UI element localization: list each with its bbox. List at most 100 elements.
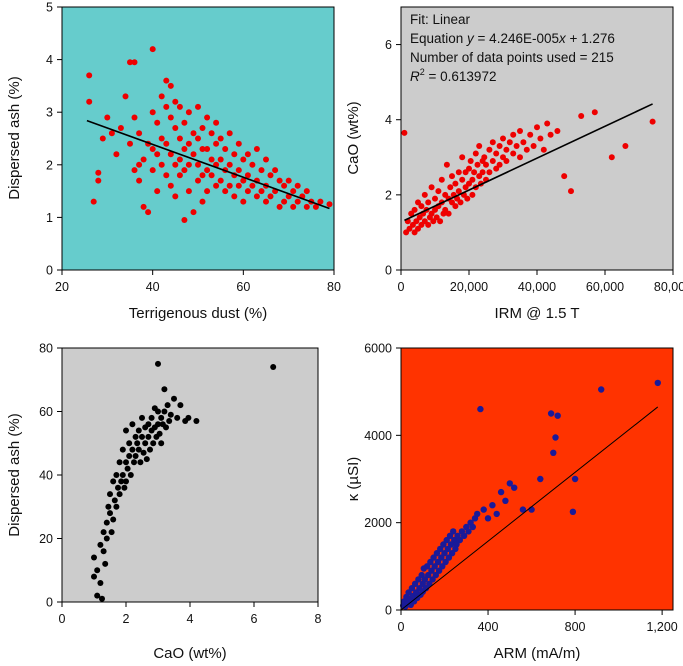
panel-kappa-vs-arm: 0 400 800 1,200 0 2000 4000 6000 ARM (mA/m) κ (… xyxy=(345,342,678,663)
data-point xyxy=(294,182,301,189)
data-point xyxy=(438,176,445,183)
data-point xyxy=(99,135,106,142)
data-point xyxy=(552,434,559,441)
data-point xyxy=(240,198,247,205)
data-point xyxy=(102,560,109,567)
y-tick-label: 0 xyxy=(385,264,392,278)
data-point xyxy=(95,169,102,176)
data-point xyxy=(176,172,183,179)
data-point xyxy=(137,459,144,466)
data-point xyxy=(272,167,279,174)
data-point xyxy=(176,156,183,163)
data-point xyxy=(465,528,472,535)
data-point xyxy=(129,421,136,428)
data-point xyxy=(145,209,152,216)
data-point xyxy=(226,130,233,137)
data-point xyxy=(155,408,161,415)
data-point xyxy=(500,135,506,142)
x-tick-label: 60,000 xyxy=(586,280,624,294)
data-point xyxy=(105,503,112,510)
data-points xyxy=(91,360,277,602)
data-point xyxy=(411,206,418,213)
data-point xyxy=(163,77,170,84)
data-point xyxy=(437,545,444,553)
y-tick-label: 2 xyxy=(46,158,53,172)
x-axis-label: ARM (mA/m) xyxy=(494,645,581,662)
data-point xyxy=(135,446,142,453)
data-point xyxy=(103,519,110,526)
data-point xyxy=(208,172,215,179)
data-point xyxy=(86,98,93,105)
data-point xyxy=(155,360,161,367)
fit-point-count: Number of data points used = 215 xyxy=(410,50,614,65)
data-point xyxy=(213,119,220,126)
data-point xyxy=(447,541,455,548)
data-point xyxy=(103,535,110,542)
data-point xyxy=(158,135,165,142)
data-point xyxy=(143,456,150,463)
y-tick-label: 4000 xyxy=(364,429,392,443)
data-point xyxy=(107,510,113,517)
data-point xyxy=(135,427,142,434)
data-point xyxy=(591,109,598,116)
data-point xyxy=(517,128,523,134)
data-point xyxy=(199,198,206,205)
data-point xyxy=(453,541,460,548)
data-point xyxy=(253,193,260,200)
panel-dispersed-ash-vs-terrigenous-dust: 20 40 60 80 0 1 2 3 4 5 Terrigenous dust (%) Disp… xyxy=(6,1,341,323)
data-point xyxy=(132,433,139,440)
data-point xyxy=(145,433,152,440)
data-point xyxy=(469,191,476,198)
data-point xyxy=(303,188,310,195)
data-point xyxy=(459,176,466,183)
data-point xyxy=(476,143,483,149)
data-point xyxy=(154,119,161,126)
data-point xyxy=(421,191,428,198)
data-point xyxy=(167,151,174,158)
data-point xyxy=(622,143,629,149)
data-point xyxy=(195,103,201,110)
data-point xyxy=(163,103,170,110)
data-point xyxy=(217,156,224,163)
data-point xyxy=(134,440,141,447)
data-point xyxy=(510,131,517,138)
data-point xyxy=(654,379,661,387)
data-point xyxy=(163,172,170,179)
data-point xyxy=(177,402,184,409)
data-point xyxy=(267,193,274,200)
data-point xyxy=(481,154,488,161)
data-point xyxy=(185,140,192,147)
x-tick-label: 0 xyxy=(398,280,405,294)
data-point xyxy=(116,491,123,498)
data-point xyxy=(425,221,432,228)
data-point xyxy=(486,146,493,153)
x-tick-label: 80 xyxy=(327,280,341,294)
data-point xyxy=(145,421,152,428)
data-point xyxy=(149,146,156,152)
data-point xyxy=(139,433,145,440)
data-point xyxy=(519,506,527,513)
data-point xyxy=(147,446,153,453)
data-point xyxy=(520,139,527,146)
data-point xyxy=(249,182,256,189)
data-point xyxy=(474,510,481,518)
data-point xyxy=(438,554,445,561)
data-point xyxy=(174,414,181,421)
x-axis-label: Terrigenous dust (%) xyxy=(129,305,267,322)
y-axis-label: CaO (wt%) xyxy=(345,101,362,174)
data-point xyxy=(452,203,459,210)
data-point xyxy=(294,198,301,205)
plot-frame xyxy=(400,347,674,611)
data-point xyxy=(104,114,111,121)
data-point xyxy=(427,558,434,566)
data-point xyxy=(110,478,117,485)
data-point xyxy=(489,502,496,509)
data-point xyxy=(167,182,174,189)
data-point xyxy=(158,161,165,168)
data-point xyxy=(164,402,171,409)
data-point xyxy=(437,218,444,225)
y-axis-label: Dispersed ash (%) xyxy=(6,76,23,199)
data-points xyxy=(86,46,333,223)
data-point xyxy=(544,120,551,127)
